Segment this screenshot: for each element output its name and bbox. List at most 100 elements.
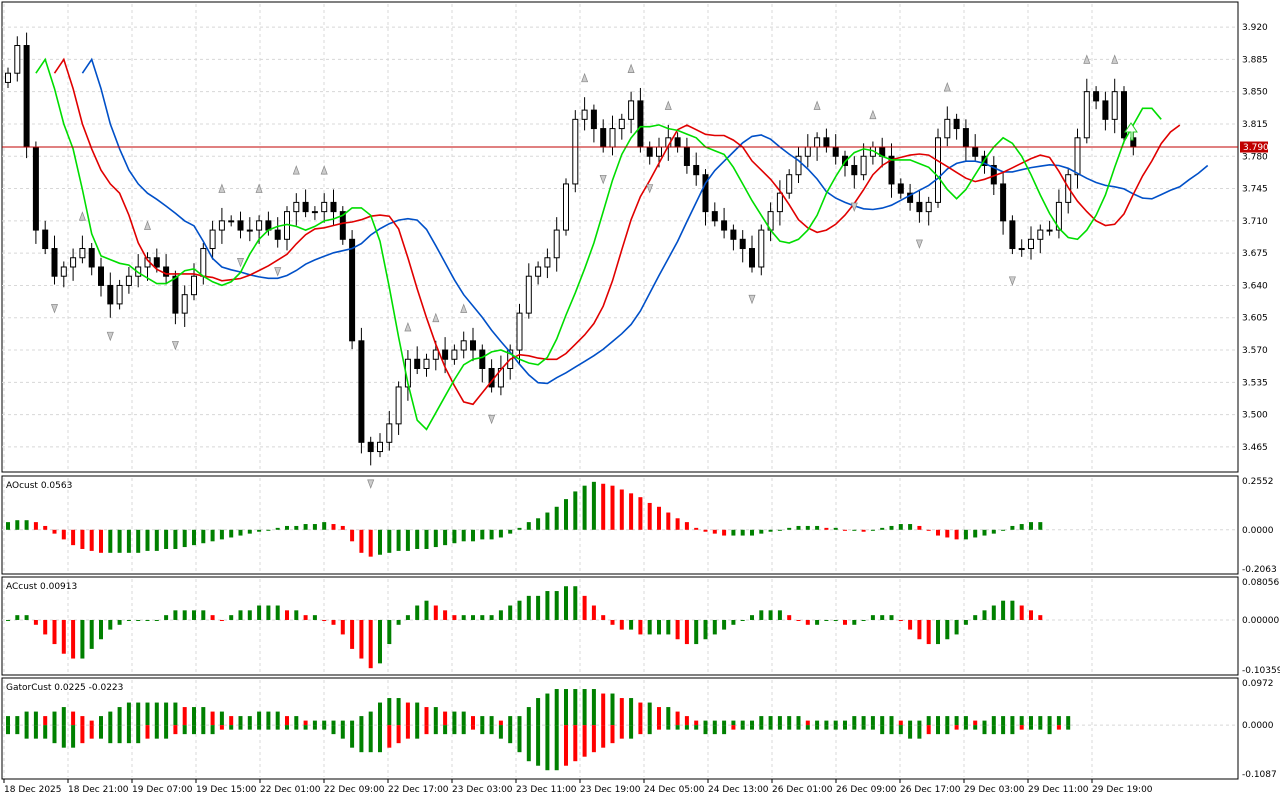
- candle[interactable]: [1102, 100, 1109, 120]
- candle[interactable]: [1083, 91, 1090, 139]
- histogram-bar[interactable]: [824, 720, 829, 726]
- ac-histogram[interactable]: [6, 586, 1043, 669]
- histogram-bar[interactable]: [722, 619, 727, 630]
- histogram-bar[interactable]: [1010, 525, 1015, 530]
- histogram-bar[interactable]: [294, 725, 299, 730]
- histogram-bar[interactable]: [415, 725, 420, 739]
- histogram-bar[interactable]: [619, 725, 624, 739]
- histogram-bar[interactable]: [24, 615, 29, 620]
- histogram-bar[interactable]: [926, 619, 931, 645]
- histogram-bar[interactable]: [303, 725, 308, 730]
- candle[interactable]: [321, 201, 328, 213]
- histogram-bar[interactable]: [52, 725, 57, 744]
- histogram-bar[interactable]: [936, 725, 940, 735]
- gator-histogram[interactable]: [6, 689, 1071, 771]
- histogram-bar[interactable]: [359, 725, 364, 753]
- histogram-bar[interactable]: [601, 693, 606, 726]
- histogram-bar[interactable]: [508, 725, 513, 744]
- histogram-bar[interactable]: [396, 619, 401, 625]
- histogram-bar[interactable]: [471, 725, 475, 730]
- histogram-bar[interactable]: [945, 529, 950, 538]
- histogram-bar[interactable]: [545, 512, 550, 530]
- histogram-bar[interactable]: [136, 702, 141, 726]
- histogram-bar[interactable]: [405, 529, 410, 551]
- histogram-bar[interactable]: [15, 716, 20, 726]
- histogram-bar[interactable]: [666, 512, 671, 530]
- histogram-bar[interactable]: [396, 698, 401, 726]
- candle[interactable]: [702, 174, 709, 213]
- histogram-bar[interactable]: [815, 619, 820, 625]
- histogram-bar[interactable]: [126, 725, 131, 744]
- histogram-bar[interactable]: [619, 619, 624, 630]
- candle[interactable]: [758, 229, 765, 268]
- histogram-bar[interactable]: [963, 619, 968, 625]
- histogram-bar[interactable]: [461, 725, 466, 735]
- histogram-bar[interactable]: [982, 610, 987, 620]
- histogram-bar[interactable]: [89, 529, 94, 551]
- histogram-bar[interactable]: [750, 725, 754, 730]
- candle[interactable]: [274, 229, 281, 240]
- candle[interactable]: [125, 275, 132, 286]
- candle[interactable]: [442, 349, 449, 360]
- histogram-bar[interactable]: [368, 725, 373, 753]
- histogram-bar[interactable]: [257, 605, 262, 620]
- histogram-bar[interactable]: [61, 725, 66, 748]
- histogram-bar[interactable]: [80, 725, 85, 744]
- histogram-bar[interactable]: [517, 527, 522, 530]
- histogram-bar[interactable]: [173, 702, 178, 726]
- candle[interactable]: [386, 423, 393, 443]
- candle[interactable]: [32, 146, 39, 231]
- histogram-bar[interactable]: [694, 619, 699, 645]
- histogram-bar[interactable]: [768, 610, 773, 620]
- histogram-bar[interactable]: [870, 725, 875, 730]
- histogram-bar[interactable]: [294, 610, 299, 620]
- histogram-bar[interactable]: [787, 615, 792, 620]
- histogram-bar[interactable]: [192, 529, 196, 546]
- histogram-bar[interactable]: [657, 725, 661, 730]
- histogram-bar[interactable]: [396, 529, 401, 551]
- histogram-bar[interactable]: [833, 720, 838, 726]
- histogram-bar[interactable]: [182, 610, 187, 620]
- candle[interactable]: [237, 220, 244, 231]
- candle[interactable]: [1000, 183, 1007, 222]
- candle[interactable]: [535, 266, 542, 277]
- histogram-bar[interactable]: [638, 702, 643, 726]
- histogram-bar[interactable]: [387, 529, 392, 553]
- histogram-bar[interactable]: [926, 725, 931, 735]
- histogram-bar[interactable]: [898, 524, 903, 530]
- histogram-bar[interactable]: [322, 725, 327, 730]
- histogram-bar[interactable]: [489, 615, 494, 620]
- histogram-bar[interactable]: [1001, 716, 1006, 726]
- histogram-bar[interactable]: [731, 725, 736, 730]
- histogram-bar[interactable]: [861, 716, 866, 726]
- candle[interactable]: [944, 118, 951, 139]
- histogram-bar[interactable]: [145, 725, 150, 739]
- histogram-bar[interactable]: [777, 610, 782, 620]
- histogram-bar[interactable]: [480, 529, 485, 540]
- candle[interactable]: [451, 349, 458, 360]
- histogram-bar[interactable]: [517, 725, 522, 753]
- histogram-bar[interactable]: [694, 725, 699, 730]
- histogram-bar[interactable]: [564, 689, 568, 726]
- histogram-bar[interactable]: [722, 720, 727, 726]
- histogram-bar[interactable]: [554, 689, 559, 726]
- candle[interactable]: [1055, 201, 1062, 231]
- histogram-bar[interactable]: [6, 522, 10, 530]
- histogram-bar[interactable]: [1001, 600, 1006, 620]
- histogram-bar[interactable]: [712, 529, 717, 534]
- candle[interactable]: [563, 183, 569, 231]
- histogram-bar[interactable]: [759, 725, 764, 730]
- histogram-bar[interactable]: [43, 716, 48, 726]
- histogram-bar[interactable]: [43, 725, 48, 739]
- histogram-bar[interactable]: [33, 725, 38, 739]
- histogram-bar[interactable]: [164, 702, 169, 726]
- histogram-bar[interactable]: [898, 720, 903, 726]
- histogram-bar[interactable]: [619, 489, 624, 530]
- histogram-bar[interactable]: [936, 529, 940, 536]
- histogram-bar[interactable]: [703, 725, 708, 735]
- histogram-bar[interactable]: [219, 619, 224, 621]
- histogram-bar[interactable]: [71, 619, 76, 659]
- histogram-bar[interactable]: [675, 711, 680, 726]
- histogram-bar[interactable]: [591, 605, 596, 620]
- histogram-bar[interactable]: [675, 725, 680, 730]
